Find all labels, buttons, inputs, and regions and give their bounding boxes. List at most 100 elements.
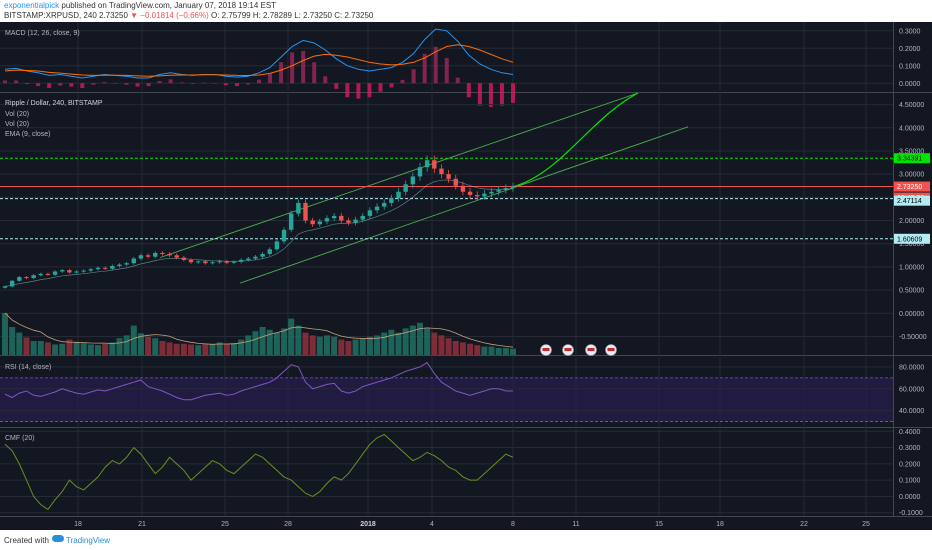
cmf-y-tick: 0.0000 [899, 494, 921, 501]
volume-bar [281, 328, 288, 355]
candle-body [210, 262, 215, 264]
volume-bar [166, 342, 173, 355]
cmf-y-tick: -0.1000 [899, 510, 923, 517]
price-axis-label: 2.73250 [897, 184, 922, 191]
candle-body [231, 261, 237, 263]
volume-bar [123, 335, 130, 355]
candle-body [417, 167, 423, 177]
volume-bar [381, 332, 388, 355]
price-axis-label: 1.60609 [897, 236, 922, 243]
price-change: ▼ −0.01814 (−0.66%) [130, 11, 209, 20]
volume-bar [173, 343, 180, 355]
candle-body [346, 220, 351, 223]
volume-bar [502, 348, 509, 355]
candle-body [31, 275, 36, 279]
volume-bar [331, 336, 338, 355]
candle-body [253, 256, 258, 259]
volume-bar [352, 339, 359, 355]
candle-body [124, 263, 129, 265]
chart-svg[interactable]: 18 21 25 28 2018 4 8 11 15 18 22 25 0.3000 0.2000 0.10… [0, 22, 932, 530]
price-axis-label-bg [894, 195, 930, 206]
candle-body [475, 195, 480, 197]
candle-body [138, 255, 144, 259]
candle-body [424, 160, 430, 168]
macd-histogram-bar [290, 52, 295, 84]
candle-body [382, 202, 387, 207]
candle-body [153, 252, 158, 257]
symbol-price: BITSTAMP:XRPUSD, 240 2.73250 [4, 11, 128, 20]
candle-body [145, 255, 151, 257]
price-axis-label-bg [894, 233, 930, 244]
macd-line [4, 28, 514, 79]
macd-histogram-bar [356, 83, 361, 99]
macd-histogram-bar [334, 83, 339, 89]
event-flag-stripe [564, 348, 572, 351]
price-axis-label: 2.47114 [897, 198, 922, 205]
rsi-y-tick: 60.0000 [899, 386, 924, 393]
volume-bar [388, 329, 395, 355]
cmf-title: CMF (20) [5, 435, 35, 442]
volume-bar [9, 327, 16, 355]
price-y-tick: 4.00000 [899, 125, 924, 132]
candle-body [88, 269, 94, 271]
volume-bar [510, 348, 516, 355]
candle-body [74, 271, 79, 273]
macd-histogram-bar [190, 83, 195, 84]
volume-bar [209, 344, 216, 355]
candle-body [503, 188, 509, 190]
candle-body [482, 193, 487, 197]
candle-body [510, 186, 516, 189]
username-link[interactable]: exponentialpick [4, 1, 60, 10]
macd-histogram-bar [389, 83, 394, 88]
volume-bar [230, 343, 237, 355]
candle-body [160, 252, 165, 254]
volume-bar [16, 332, 23, 355]
volume-bar [37, 341, 44, 355]
macd-histogram-bar [511, 83, 515, 103]
x-tick-label: 22 [800, 521, 808, 528]
volume-bar [245, 335, 252, 355]
volume-bar [130, 325, 137, 355]
volume-bar [273, 332, 280, 355]
cmf-y-tick: 0.4000 [899, 429, 921, 436]
macd-histogram-bar [422, 53, 427, 84]
candle-body [310, 220, 315, 225]
candle-body [453, 178, 458, 186]
candle-body [403, 184, 408, 192]
event-flag-stripe [542, 348, 550, 351]
macd-histogram-bar [433, 46, 438, 84]
candle-body [238, 259, 244, 262]
macd-histogram-bar [257, 79, 261, 84]
macd-histogram-bar [58, 83, 63, 86]
chart-area[interactable]: 18 21 25 28 2018 4 8 11 15 18 22 25 0.3000 0.2000 0.10… [0, 22, 932, 530]
candle-body [439, 168, 444, 175]
price-y-tick: -0.50000 [899, 334, 927, 341]
candle-body [38, 273, 43, 276]
macd-histogram-bar [124, 83, 129, 85]
macd-histogram-bar [312, 62, 317, 84]
macd-histogram-bar [14, 80, 19, 84]
candle-body [317, 221, 323, 225]
rsi-band [0, 377, 893, 422]
indicator-label: Vol (20) [5, 111, 29, 118]
x-tick-label: 21 [138, 521, 146, 528]
tradingview-logo-icon [52, 535, 64, 542]
volume-bar [359, 338, 366, 355]
candle-body [174, 255, 179, 258]
volume-bar [431, 332, 438, 355]
candle-body [288, 213, 294, 230]
price-y-tick: 2.00000 [899, 218, 924, 225]
volume-bar [395, 332, 402, 355]
cmf-y-tick: 0.2000 [899, 461, 921, 468]
trend-channel-upper [159, 92, 639, 259]
x-tick-label: 25 [862, 521, 870, 528]
volume-bar [474, 345, 481, 355]
macd-histogram-bar [80, 83, 85, 89]
volume-ma-line [4, 312, 514, 348]
candle-body [446, 174, 451, 179]
trend-channel-lower [239, 126, 689, 284]
macd-histogram-bar [201, 82, 206, 84]
tradingview-brand[interactable]: TradingView [66, 536, 111, 545]
macd-histogram-bar [345, 83, 350, 98]
candle-body [81, 270, 86, 272]
